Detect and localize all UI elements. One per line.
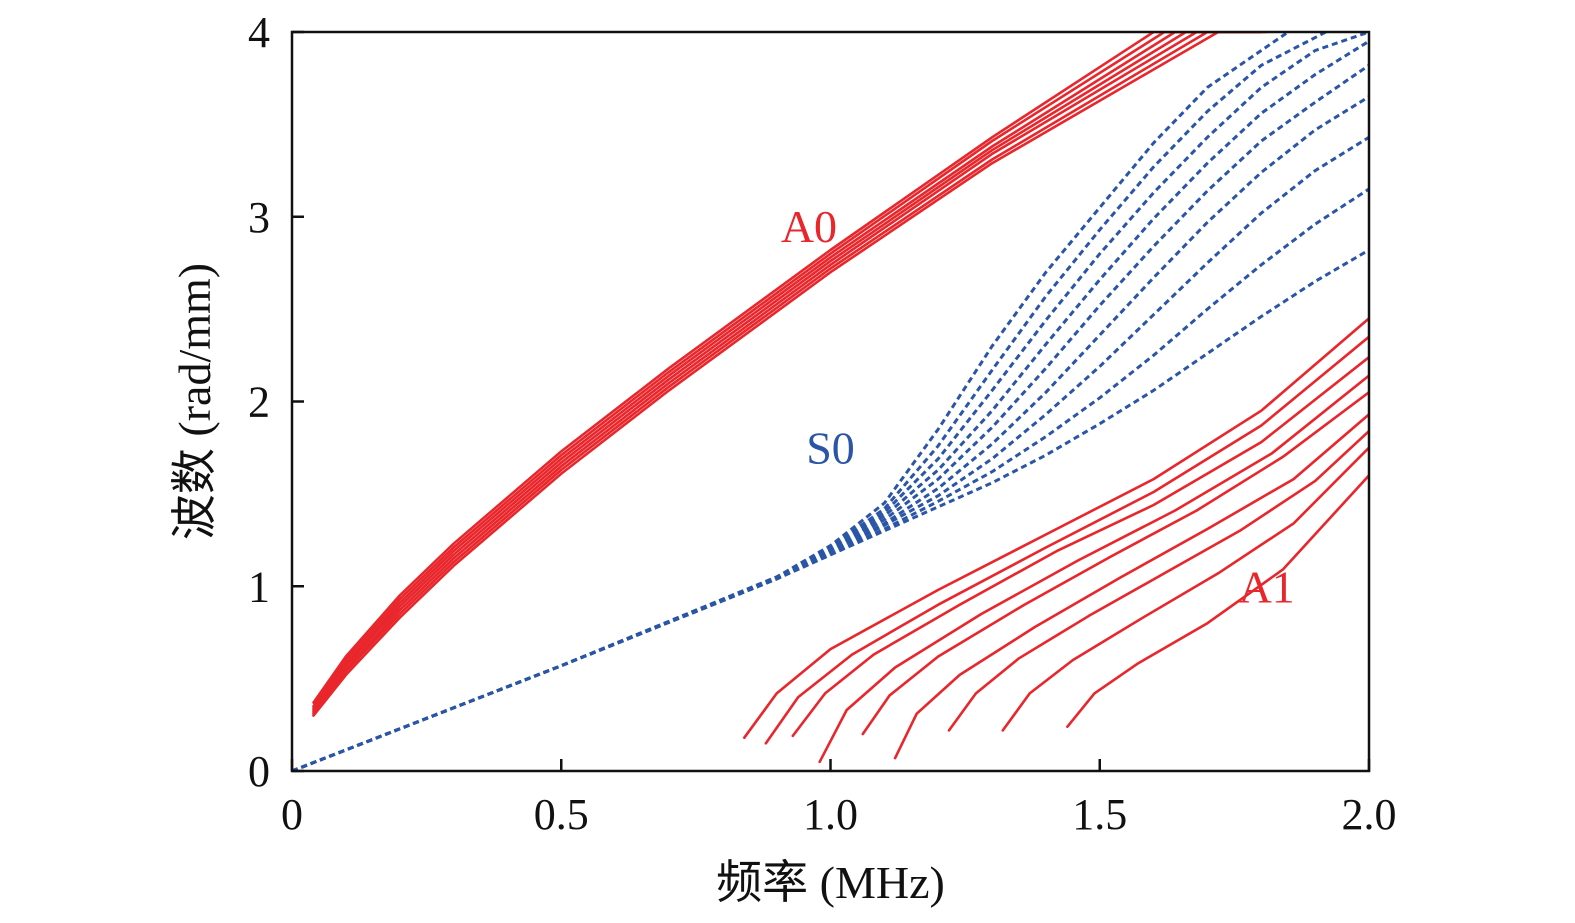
s0-curve-1 bbox=[292, 32, 1290, 771]
s0-curve-5 bbox=[292, 64, 1369, 771]
curves-layer bbox=[292, 32, 1369, 771]
a0-curve-3 bbox=[312, 32, 1263, 710]
a1-curve-5 bbox=[861, 391, 1369, 736]
a1-curve-3 bbox=[791, 355, 1369, 738]
a0-curve-4 bbox=[312, 32, 1263, 712]
x-axis-title: 频率 (MHz) bbox=[716, 857, 945, 908]
y-tick-label: 4 bbox=[248, 8, 270, 57]
x-tick-label: 0 bbox=[281, 790, 303, 839]
s0-curve-8 bbox=[292, 187, 1369, 771]
y-tick-label: 1 bbox=[248, 562, 270, 611]
y-axis-title: 波数 (rad/mm) bbox=[169, 263, 220, 540]
a0-curve-2 bbox=[312, 32, 1263, 708]
plot-frame bbox=[290, 30, 1371, 773]
a0-curve-7 bbox=[312, 32, 1263, 717]
x-tick-label: 2.0 bbox=[1342, 790, 1397, 839]
x-tick-label: 1.5 bbox=[1072, 790, 1127, 839]
a1-curve-6 bbox=[893, 413, 1369, 760]
ticks-layer bbox=[290, 30, 1371, 773]
y-tick-label: 0 bbox=[248, 747, 270, 796]
a1-curve-7 bbox=[947, 429, 1369, 732]
mode-label-a1: A1 bbox=[1239, 561, 1295, 612]
a0-curve-1 bbox=[312, 32, 1268, 704]
a0-curve-6 bbox=[312, 32, 1263, 715]
x-tick-label: 0.5 bbox=[534, 790, 589, 839]
s0-curve-4 bbox=[292, 39, 1369, 771]
mode-label-a0: A0 bbox=[781, 201, 837, 252]
s0-curve-3 bbox=[292, 32, 1369, 771]
y-tick-label: 3 bbox=[248, 193, 270, 242]
a1-curve-2 bbox=[764, 335, 1369, 745]
a0-curve-5 bbox=[312, 32, 1263, 714]
tick-labels-layer: 0 0.5 1.0 1.5 2.0 0 1 2 3 4 bbox=[248, 8, 1397, 839]
a1-curve-9 bbox=[1066, 474, 1369, 728]
a1-curve-1 bbox=[743, 317, 1369, 739]
mode-label-s0: S0 bbox=[806, 423, 855, 474]
s0-curve-2 bbox=[292, 32, 1327, 771]
a1-curve-8 bbox=[1001, 446, 1369, 732]
y-tick-label: 2 bbox=[248, 378, 270, 427]
mode-annotations: A0 S0 A1 bbox=[781, 201, 1295, 612]
s0-curve-9 bbox=[292, 248, 1369, 771]
x-tick-label: 1.0 bbox=[803, 790, 858, 839]
a1-curve-4 bbox=[818, 374, 1369, 764]
